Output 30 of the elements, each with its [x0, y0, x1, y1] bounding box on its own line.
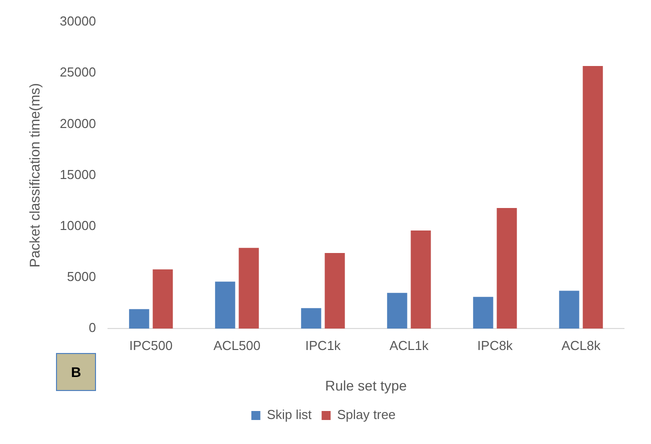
bar [473, 296, 494, 329]
bar [215, 282, 236, 329]
y-tick-label: 5000 [67, 269, 96, 284]
bar [129, 309, 150, 329]
bar [496, 208, 517, 329]
y-tick-label: 25000 [60, 64, 96, 80]
bar [238, 248, 259, 329]
bar [301, 308, 322, 329]
y-tick-label: 15000 [60, 166, 96, 182]
x-tick-label: ACL1k [389, 338, 429, 353]
x-tick-label: IPC1k [305, 338, 342, 353]
bar [324, 252, 345, 329]
bar [410, 230, 431, 329]
bar [387, 292, 408, 329]
y-tick-label: 30000 [60, 14, 96, 29]
x-tick-label: IPC8k [477, 338, 514, 353]
y-tick-label: 20000 [60, 116, 96, 131]
x-axis-title: Rule set type [325, 377, 408, 394]
bar [582, 66, 603, 329]
y-axis-title: Packet classification time(ms) [26, 83, 42, 268]
y-tick-label: 10000 [60, 218, 96, 233]
bar [559, 290, 580, 329]
x-tick-label: IPC500 [129, 338, 173, 353]
text: B [56, 353, 96, 391]
legend-label: Splay tree [337, 407, 396, 422]
bar [152, 269, 173, 329]
y-tick-label: 0 [88, 320, 96, 336]
x-tick-label: ACL8k [561, 338, 601, 353]
legend-label: Skip list [266, 407, 312, 422]
x-tick-label: ACL500 [213, 338, 260, 353]
